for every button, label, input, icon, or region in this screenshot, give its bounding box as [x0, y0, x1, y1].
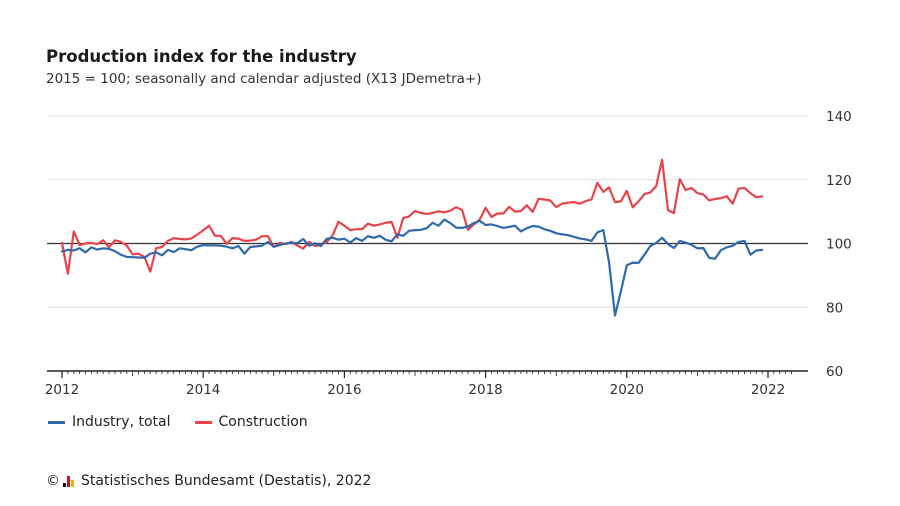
tick-labels: 60 80 100 120 140 2012 2014 2016 2018 2020 2022: [45, 109, 852, 398]
legend-label-industry: Industry, total: [72, 414, 171, 430]
series-line-industry-total: [60, 218, 764, 317]
chart-title: Production index for the industry: [46, 47, 357, 66]
destatis-logo-icon: [63, 475, 75, 487]
legend-item-industry[interactable]: Industry, total: [48, 414, 171, 430]
y-tick-label-140: 140: [826, 109, 852, 125]
x-tick-label-2012: 2012: [45, 382, 79, 398]
legend-swatch-industry: [48, 420, 65, 424]
copyright-symbol: ©: [46, 473, 60, 489]
y-tick-label-80: 80: [826, 300, 843, 316]
legend-item-construction[interactable]: Construction: [194, 414, 308, 430]
legend-label-construction: Construction: [218, 414, 308, 430]
x-tick-label-2016: 2016: [327, 382, 361, 398]
series-line-construction: [60, 158, 764, 275]
y-tick-label-120: 120: [826, 173, 852, 189]
y-tick-label-60: 60: [826, 364, 843, 380]
legend-swatch-construction: [194, 420, 212, 424]
gridlines: [47, 115, 808, 308]
x-tick-label-2020: 2020: [610, 382, 644, 398]
source-note: © Statistisches Bundesamt (Destatis), 20…: [46, 473, 371, 489]
legend: Industry, total Construction: [48, 414, 332, 430]
x-tick-label-2014: 2014: [186, 382, 220, 398]
source-text: Statistisches Bundesamt (Destatis), 2022: [81, 473, 372, 489]
x-axis: [47, 370, 808, 378]
chart-subtitle: 2015 = 100; seasonally and calendar adju…: [46, 71, 482, 87]
x-tick-label-2018: 2018: [468, 382, 502, 398]
x-tick-label-2022: 2022: [751, 382, 785, 398]
series-lines: [60, 158, 764, 317]
y-tick-label-100: 100: [826, 237, 852, 253]
